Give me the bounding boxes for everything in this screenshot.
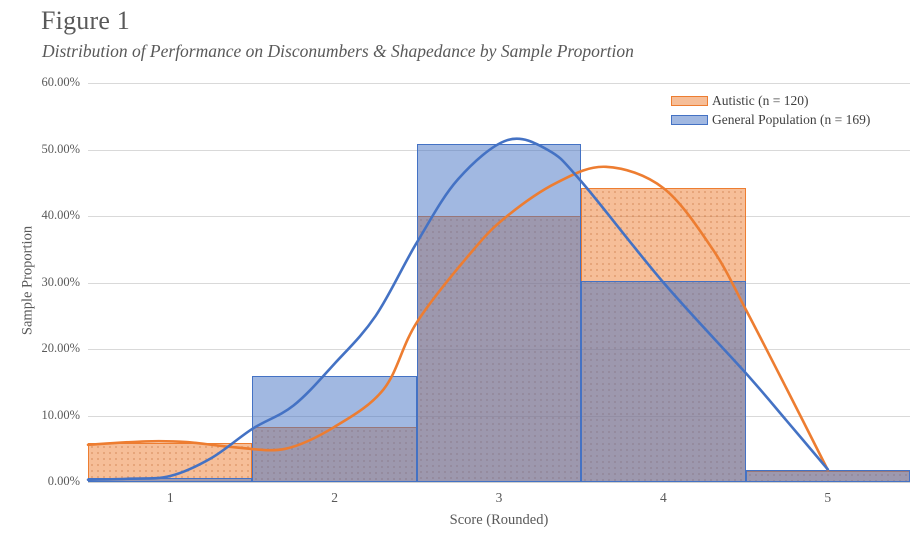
figure-title: Figure 1	[41, 6, 130, 35]
legend-label-orange: Autistic (n = 120)	[712, 92, 809, 108]
legend: Autistic (n = 120) General Population (n …	[671, 91, 870, 129]
y-tick-label-50: 50.00%	[41, 141, 80, 156]
figure-subtitle: Distribution of Performance on Disconumb…	[42, 41, 634, 61]
legend-swatch-orange-icon	[671, 95, 708, 106]
y-tick-label-20: 20.00%	[41, 341, 80, 355]
x-tick-label-3: 3	[495, 490, 503, 505]
density-curve-blue	[86, 137, 830, 481]
legend-item-orange: Autistic (n = 120)	[671, 91, 870, 110]
y-tick-label-10: 10.00%	[41, 407, 80, 422]
y-tick-label-60: 60.00%	[41, 75, 80, 89]
x-tick-label-4: 4	[660, 490, 667, 505]
x-tick-label-2: 2	[331, 490, 338, 505]
density-curves	[86, 137, 830, 481]
y-tick-label-0: 0.00%	[47, 474, 80, 488]
legend-label-blue: General Population (n = 169)	[712, 111, 871, 127]
plot-area	[86, 83, 910, 483]
x-tick-label-5: 5	[824, 490, 832, 505]
gridline-60	[88, 83, 910, 84]
legend-swatch-blue-icon	[671, 114, 708, 125]
legend-item-blue: General Population (n = 169)	[671, 110, 870, 129]
density-curve-orange	[86, 165, 830, 472]
x-axis-title: Score (Rounded)	[449, 512, 549, 528]
y-tick-label-40: 40.00%	[41, 208, 80, 222]
x-tick-label-1: 1	[166, 490, 174, 505]
y-tick-label-30: 30.00%	[41, 274, 80, 289]
bar-blue-score-2	[252, 375, 417, 482]
